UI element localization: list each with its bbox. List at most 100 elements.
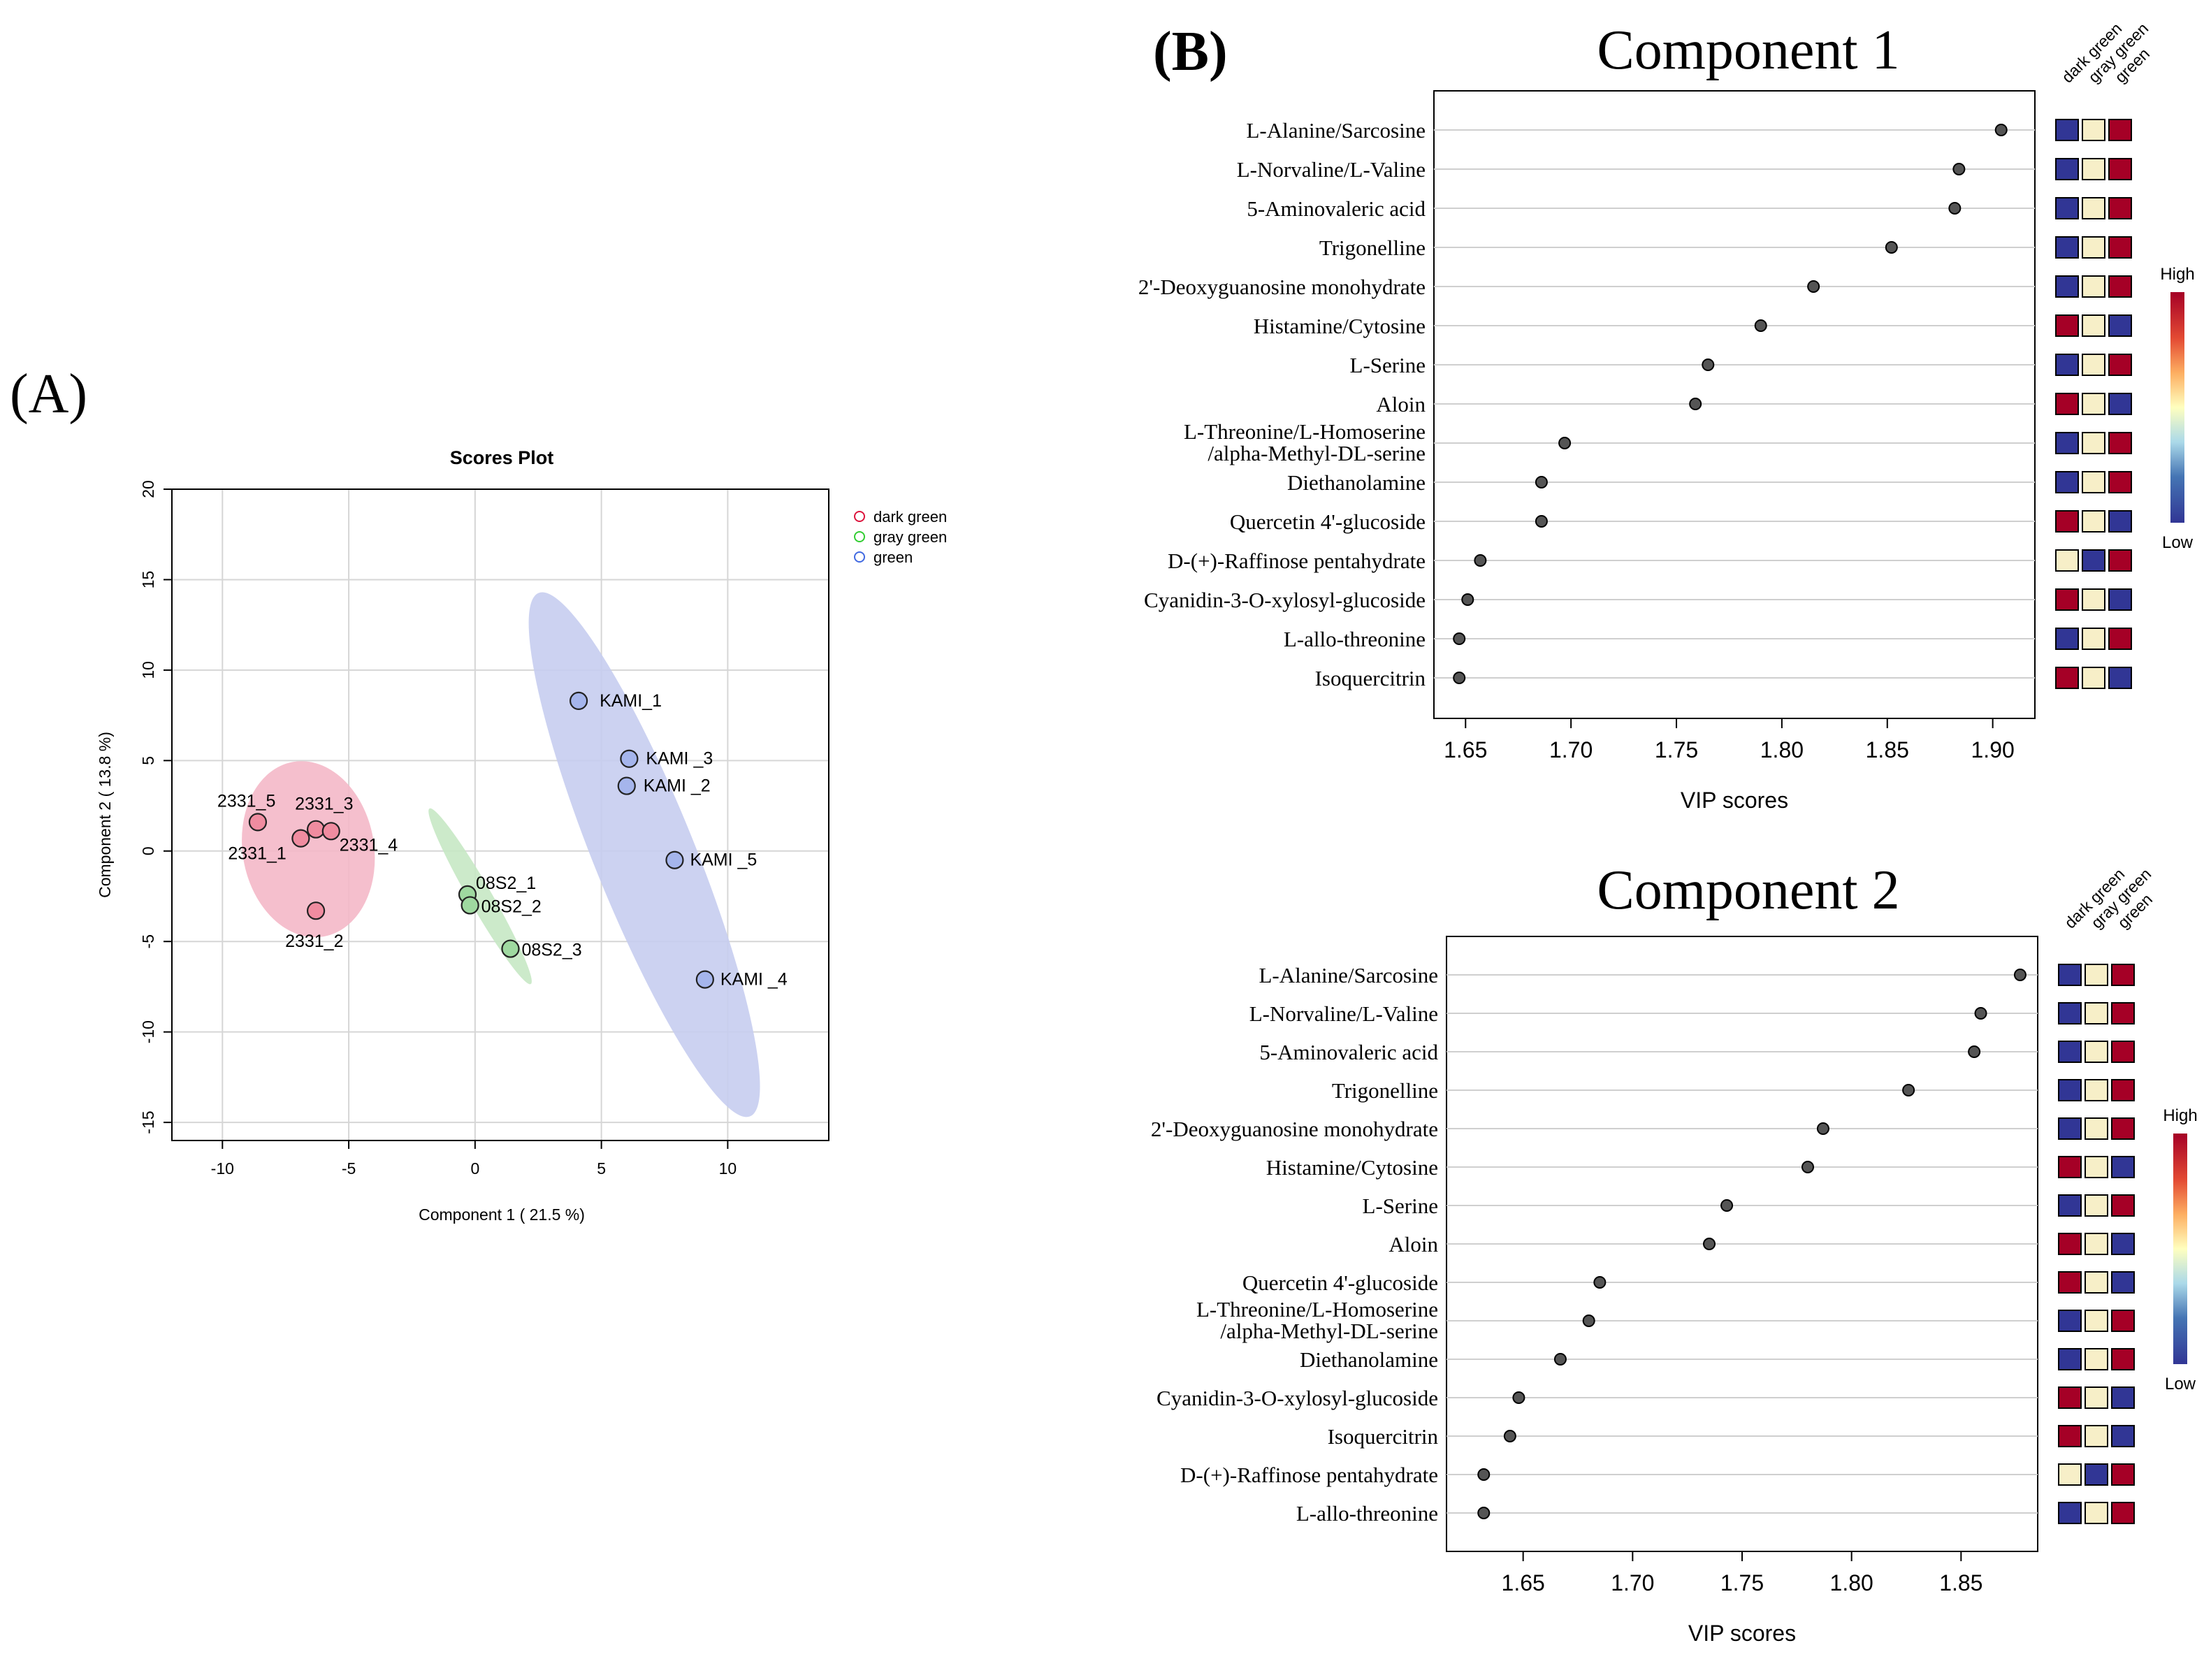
vip-dot bbox=[1702, 359, 1715, 371]
heatmap-cell bbox=[2108, 158, 2132, 180]
score-point-label: KAMI _2 bbox=[644, 776, 711, 796]
x-tick-label: 1.65 bbox=[1444, 737, 1487, 762]
heatmap-cell bbox=[2085, 1117, 2108, 1140]
feature-label: L-Serine bbox=[1363, 1194, 1438, 1218]
score-point-labels: 2331_5 2331_3 2331_4 2331_1 2331_2 08S2_1 08S2… bbox=[217, 691, 788, 990]
heatmap-cell bbox=[2058, 1463, 2082, 1486]
feature-label: 2'-Deoxyguanosine monohydrate bbox=[1151, 1117, 1438, 1141]
vip-plot-1-title: Component 1 bbox=[1597, 20, 1899, 81]
scores-plot-frame bbox=[171, 488, 829, 1141]
heatmap-cell bbox=[2058, 964, 2082, 986]
feature-label: /alpha-Methyl-DL-serine bbox=[1220, 1319, 1438, 1343]
x-tick-label: 1.85 bbox=[1866, 737, 1909, 762]
heatmap-cell bbox=[2085, 1502, 2108, 1524]
panel-label-a: (A) bbox=[10, 363, 87, 425]
feature-label: Diethanolamine bbox=[1300, 1347, 1438, 1372]
feature-label: L-Alanine/Sarcosine bbox=[1246, 118, 1426, 143]
x-tick-label: 1.75 bbox=[1655, 737, 1698, 762]
heatmap-cell bbox=[2111, 1233, 2135, 1255]
score-point bbox=[501, 939, 520, 958]
heatmap-cell bbox=[2055, 628, 2079, 650]
score-point-label: KAMI _3 bbox=[646, 749, 713, 769]
x-tick-label: 5 bbox=[597, 1159, 606, 1178]
heatmap-cell bbox=[2085, 1348, 2108, 1370]
feature-label: 2'-Deoxyguanosine monohydrate bbox=[1138, 275, 1426, 299]
heatmap-cell bbox=[2082, 354, 2105, 376]
x-tick-label: 1.90 bbox=[1971, 737, 2015, 762]
vip-dot bbox=[1558, 437, 1572, 449]
score-point bbox=[569, 691, 588, 711]
heatmap-cell bbox=[2085, 1233, 2108, 1255]
heatmap-cell bbox=[2111, 1271, 2135, 1294]
score-points bbox=[248, 691, 714, 989]
x-tick-label: 10 bbox=[719, 1159, 737, 1178]
score-point-label: 08S2_2 bbox=[481, 897, 542, 916]
score-point-label: KAMI _4 bbox=[720, 970, 788, 990]
heatmap-cell bbox=[2058, 1194, 2082, 1217]
heatmap-cell bbox=[2111, 1156, 2135, 1178]
scores-y-ticks: -15 -10 -5 0 5 10 15 20 bbox=[139, 480, 172, 1134]
feature-label: L-Threonine/L-Homoserine bbox=[1196, 1297, 1438, 1321]
vip-dot bbox=[1703, 1238, 1716, 1250]
vip-dot bbox=[1503, 1430, 1516, 1442]
score-point bbox=[617, 776, 636, 795]
heatmap-cell bbox=[2108, 393, 2132, 415]
x-tick-label: 1.75 bbox=[1720, 1570, 1764, 1595]
vip-x-axis-label: VIP scores bbox=[1688, 1621, 1796, 1646]
score-point bbox=[306, 901, 326, 920]
heatmap-cell bbox=[2058, 1386, 2082, 1409]
heatmap-cell bbox=[2082, 197, 2105, 219]
heatmap-cell bbox=[2111, 1310, 2135, 1332]
scores-y-axis-label: Component 2 ( 13.8 %) bbox=[96, 732, 114, 898]
score-point-label: 2331_5 bbox=[217, 791, 275, 811]
vip-plot-component-2: Component 2 L-Alanine/Sarcosine L-Norvali… bbox=[1151, 860, 2198, 1646]
heatmap-cell bbox=[2058, 1425, 2082, 1447]
colorbar-low-label: Low bbox=[2165, 1375, 2196, 1393]
heatmap-cell bbox=[2082, 314, 2105, 337]
x-tick-label: 1.70 bbox=[1611, 1570, 1654, 1595]
heatmap-cell bbox=[2055, 314, 2079, 337]
feature-label: L-allo-threonine bbox=[1284, 627, 1426, 651]
heatmap-cell bbox=[2058, 1502, 2082, 1524]
heatmap-cell bbox=[2055, 432, 2079, 454]
heatmap-cell bbox=[2082, 510, 2105, 533]
heatmap-cell bbox=[2058, 1271, 2082, 1294]
vip-dot bbox=[1512, 1391, 1525, 1404]
vip-dot bbox=[1535, 515, 1548, 528]
heatmap-cell bbox=[2055, 354, 2079, 376]
heatmap-cell bbox=[2058, 1156, 2082, 1178]
vip-dot bbox=[1902, 1084, 1915, 1096]
x-tick-label: -10 bbox=[211, 1159, 234, 1178]
heatmap-cell bbox=[2108, 119, 2132, 141]
vip-dot bbox=[1582, 1315, 1595, 1327]
heatmap-cell bbox=[2055, 471, 2079, 493]
heatmap-cell bbox=[2085, 1041, 2108, 1063]
vip-dot bbox=[1535, 476, 1548, 488]
vip-dot bbox=[1952, 163, 1966, 175]
heatmap-cell bbox=[2058, 1117, 2082, 1140]
confidence-ellipse-dark-green bbox=[242, 761, 375, 938]
y-tick-label: 5 bbox=[139, 756, 157, 765]
heatmap-cell bbox=[2055, 393, 2079, 415]
feature-label: L-Norvaline/L-Valine bbox=[1237, 157, 1426, 182]
score-point bbox=[461, 896, 479, 915]
feature-label: L-Alanine/Sarcosine bbox=[1259, 963, 1438, 987]
feature-label: L-allo-threonine bbox=[1296, 1501, 1438, 1526]
score-point bbox=[321, 822, 340, 841]
heatmap-cell bbox=[2085, 1463, 2108, 1486]
heatmap-cell bbox=[2085, 1425, 2108, 1447]
feature-label: Cyanidin-3-O-xylosyl-glucoside bbox=[1157, 1386, 1438, 1410]
x-tick-label: -5 bbox=[342, 1159, 356, 1178]
vip-dot bbox=[1974, 1007, 1987, 1020]
heatmap-cell bbox=[2082, 158, 2105, 180]
colorbar bbox=[2173, 1134, 2187, 1364]
legend-marker bbox=[854, 511, 865, 522]
feature-label: Trigonelline bbox=[1332, 1078, 1438, 1103]
heatmap-cell bbox=[2111, 1117, 2135, 1140]
heatmap-cell bbox=[2082, 588, 2105, 611]
vip-dot bbox=[1593, 1276, 1607, 1289]
colorbar bbox=[2170, 292, 2184, 523]
feature-label: Aloin bbox=[1376, 392, 1426, 417]
score-point-label: 08S2_1 bbox=[476, 874, 536, 893]
heatmap-cell bbox=[2058, 1233, 2082, 1255]
